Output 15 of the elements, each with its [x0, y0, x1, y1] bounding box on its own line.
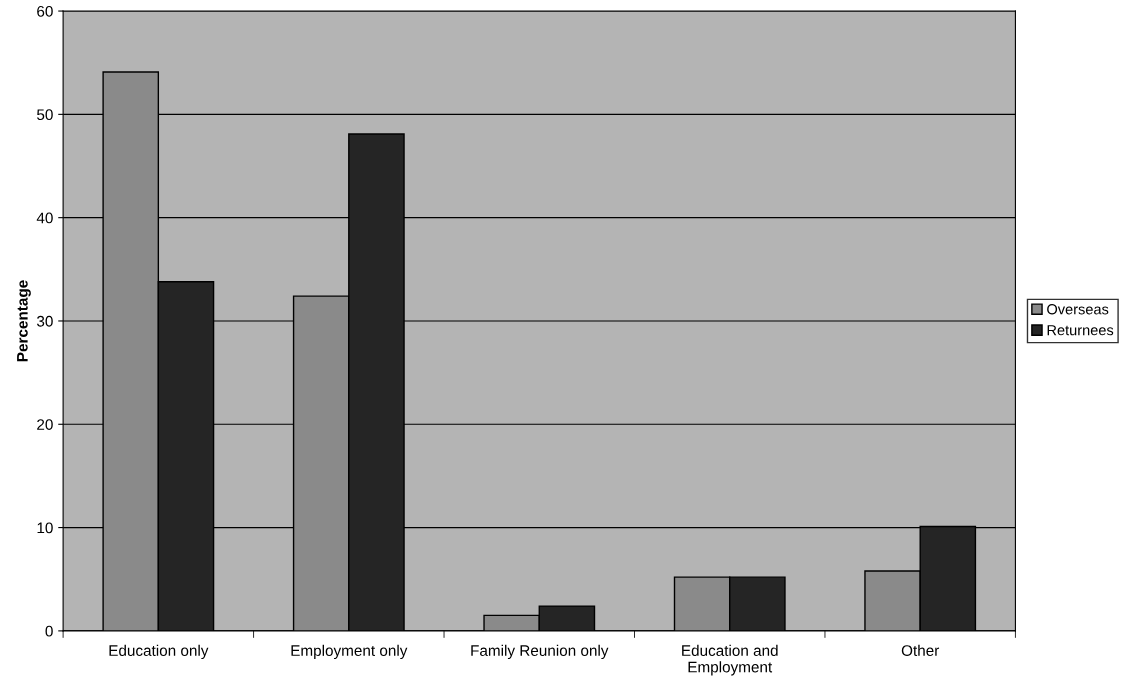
- y-axis-title: Percentage: [17, 280, 31, 362]
- y-tick-label: 50: [37, 109, 53, 121]
- x-tick-label: Family Reunion only: [471, 644, 609, 660]
- y-tick-label: 40: [36, 212, 53, 224]
- x-tick-label: Education only: [109, 644, 209, 660]
- x-tick-label: Other: [901, 644, 940, 656]
- legend-label: Returnees: [1047, 325, 1114, 336]
- x-tick-label: Employment only: [291, 644, 408, 660]
- legend-label: Overseas: [1047, 304, 1109, 315]
- y-tick-label: 30: [36, 315, 53, 327]
- y-tick-label: 10: [37, 522, 53, 534]
- y-tick-label: 20: [37, 419, 53, 430]
- x-tick-label: Education and Employment: [682, 644, 778, 676]
- y-tick-label: 0: [45, 625, 53, 637]
- y-tick-label: 60: [37, 5, 53, 17]
